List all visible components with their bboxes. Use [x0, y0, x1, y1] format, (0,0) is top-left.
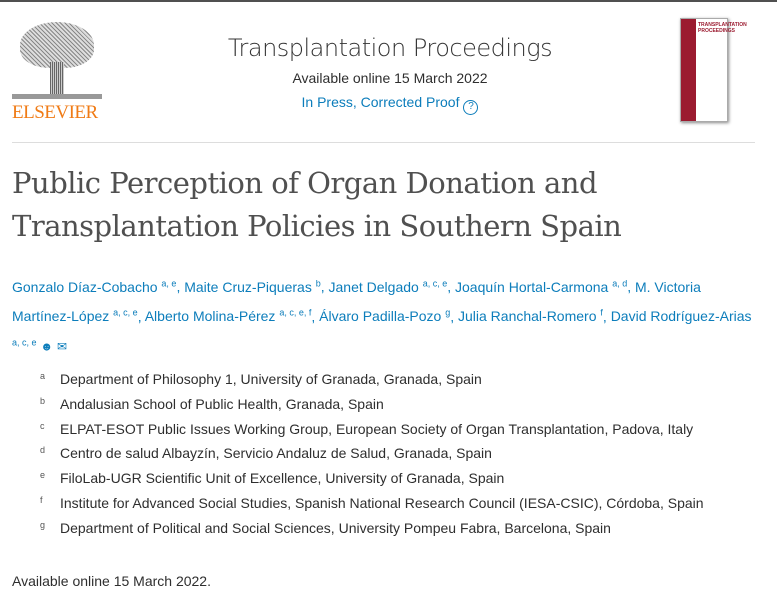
affiliation-label: c — [40, 420, 45, 431]
author-affiliation-marks[interactable]: a, c, e — [12, 337, 37, 348]
affiliation-text: ELPAT-ESOT Public Issues Working Group, … — [60, 420, 694, 437]
affiliation-item: b Andalusian School of Public Health, Gra… — [40, 396, 704, 421]
author-affiliation-marks[interactable]: f — [600, 307, 603, 318]
author-name[interactable]: Maite Cruz-Piqueras — [184, 278, 312, 295]
author-affiliation-marks[interactable]: g — [445, 307, 451, 318]
available-date: Available online 15 March 2022 — [292, 70, 488, 86]
affiliations-list: a Department of Philosophy 1, University … — [40, 371, 704, 545]
author-link[interactable]: David Rodríguez-Arias a, c, e — [12, 308, 752, 354]
journal-cover-image[interactable]: TRANSPLANTATION PROCEEDINGS — [680, 18, 747, 122]
author-affiliation-marks[interactable]: a, c, e, f — [279, 307, 312, 318]
author-name[interactable]: Gonzalo Díaz-Cobacho — [12, 278, 158, 295]
available-online-note: Available online 15 March 2022. — [12, 573, 211, 589]
affiliation-label: g — [40, 519, 46, 530]
article-title: Public Perception of Organ Donation and … — [12, 166, 622, 243]
affiliation-item: d Centro de salud Albayzín, Servicio Anda… — [40, 445, 704, 470]
author-link[interactable]: M. Victoria Martínez-López a, c, e — [12, 279, 701, 325]
author-link[interactable]: Gonzalo Díaz-Cobacho a, e — [12, 278, 177, 295]
author-affiliation-marks[interactable]: a, c, e — [113, 307, 138, 318]
affiliation-text: Department of Philosophy 1, University o… — [60, 371, 482, 387]
affiliation-text: Department of Political and Social Scien… — [60, 519, 611, 536]
divider — [12, 142, 755, 143]
tree-logo-icon — [12, 22, 102, 100]
author-affiliation-marks[interactable]: a, e — [161, 278, 177, 288]
affiliation-label: f — [40, 494, 43, 505]
affiliation-text: FiloLab-UGR Scientific Unit of Excellenc… — [60, 470, 505, 487]
author-affiliation-marks[interactable]: a, d — [612, 278, 628, 288]
article-status-link[interactable]: In Press, Corrected Proof — [301, 94, 460, 110]
affiliation-label: e — [40, 470, 46, 481]
author-affiliation-marks[interactable]: b — [315, 278, 321, 288]
help-icon[interactable]: ? — [463, 100, 479, 115]
affiliation-item: g Department of Political and Social Scie… — [40, 520, 704, 545]
journal-title[interactable]: Transplantation Proceedings — [227, 34, 553, 62]
author-name[interactable]: Álvaro Padilla-Pozo — [319, 308, 442, 325]
author-list: Gonzalo Díaz-Cobacho a, e, Maite Cruz-Pi… — [12, 278, 752, 354]
person-icon[interactable]: ☻ — [40, 339, 54, 354]
author-name[interactable]: Julia Ranchal-Romero — [457, 308, 597, 325]
elsevier-logo[interactable]: ELSEVIER — [12, 22, 104, 124]
author-link[interactable]: Julia Ranchal-Romero f — [457, 307, 603, 325]
author-link[interactable]: Maite Cruz-Piqueras b — [184, 278, 321, 295]
affiliation-text: Andalusian School of Public Health, Gran… — [60, 395, 384, 412]
author-name[interactable]: M. Victoria Martínez-López — [12, 278, 701, 325]
affiliation-label: a — [40, 371, 46, 381]
affiliation-item: f Institute for Advanced Social Studies, … — [40, 495, 704, 520]
affiliation-item: e FiloLab-UGR Scientific Unit of Excellen… — [40, 470, 704, 495]
affiliation-item: c ELPAT-ESOT Public Issues Working Group,… — [40, 421, 704, 446]
author-link[interactable]: Álvaro Padilla-Pozo g — [319, 307, 451, 325]
affiliation-label: b — [40, 395, 46, 406]
email-icon[interactable]: ✉ — [56, 339, 67, 354]
affiliation-text: Institute for Advanced Social Studies, S… — [60, 494, 704, 511]
author-name[interactable]: Janet Delgado — [328, 278, 419, 295]
journal-header: Transplantation Proceedings Available on… — [180, 34, 600, 115]
author-name[interactable]: Alberto Molina-Pérez — [144, 308, 276, 325]
author-affiliation-marks[interactable]: a, c, e — [422, 278, 448, 288]
author-link[interactable]: Joaquín Hortal-Carmona a, d — [455, 278, 628, 295]
author-link[interactable]: Janet Delgado a, c, e — [328, 278, 448, 295]
affiliation-text: Centro de salud Albayzín, Servicio Andal… — [60, 445, 492, 462]
affiliation-label: d — [40, 445, 46, 456]
affiliation-item: a Department of Philosophy 1, University … — [40, 371, 704, 396]
author-name[interactable]: David Rodríguez-Arias — [610, 308, 752, 325]
elsevier-wordmark: ELSEVIER — [12, 102, 98, 123]
author-link[interactable]: Alberto Molina-Pérez a, c, e, f — [144, 307, 312, 325]
author-name[interactable]: Joaquín Hortal-Carmona — [455, 278, 609, 295]
